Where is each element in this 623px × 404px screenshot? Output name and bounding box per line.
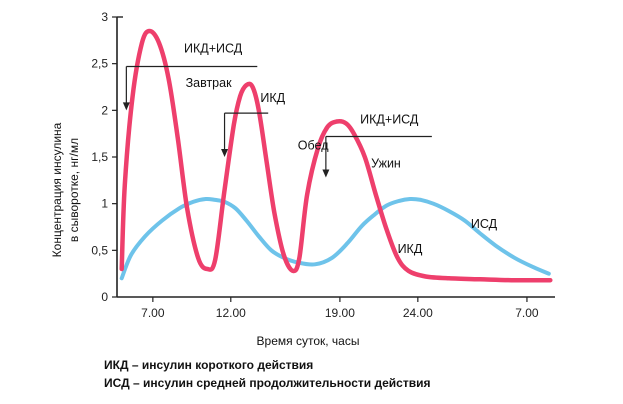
annotation-label: ИКД+ИСД [360,112,419,126]
annotation-label: ИСД [471,217,498,231]
injection-arrowhead [221,149,229,157]
y-tick-label: 3 [101,10,108,24]
y-tick-label: 2,5 [91,57,108,71]
y-tick-label: 1,5 [91,150,108,164]
annotation-label: ИКД [398,242,423,256]
x-tick-label: 7.00 [141,306,165,320]
tick-labels: 0 0,5 1 1,5 2 2,5 3 7.00 12.00 19.00 24.00 7.00 [91,10,539,320]
series-line-ikd [119,28,553,283]
x-tick-label: 24.00 [403,306,433,320]
y-axis-title-line-1: Концентрация инсулина [50,122,64,257]
annotation-label: Обед [298,139,329,153]
x-tick-label: 7.00 [515,306,539,320]
y-tick-label: 1 [101,197,108,211]
injection-arrowhead [322,169,330,178]
series-lines [119,28,553,283]
y-tick-label: 0,5 [91,243,108,257]
x-tick-label: 19.00 [325,306,355,320]
injection-markers [122,65,432,178]
footnote-ikd: ИКД – инсулин короткого действия [104,358,314,372]
series-line-isd [119,196,551,281]
annotation-label: ИКД+ИСД [184,41,243,55]
footnote-isd: ИСД – инсулин средней продолжительности … [104,376,431,390]
y-tick-label: 0 [101,290,108,304]
annotation-label: Ужин [371,156,401,170]
annotation-label: ИКД [260,91,285,105]
injection-arrowhead [122,102,130,111]
x-axis-title: Время суток, часы [257,334,360,348]
x-tick-label: 12.00 [216,306,246,320]
y-tick-label: 2 [101,103,108,117]
y-axis-title-line-2: в сыворотке, нг/мл [67,138,81,242]
annotations: ИКД+ИСД Завтрак ИКД Обед ИКД+ИСД Ужин ИСД ИКД [184,41,498,256]
annotation-label: Завтрак [186,76,232,90]
